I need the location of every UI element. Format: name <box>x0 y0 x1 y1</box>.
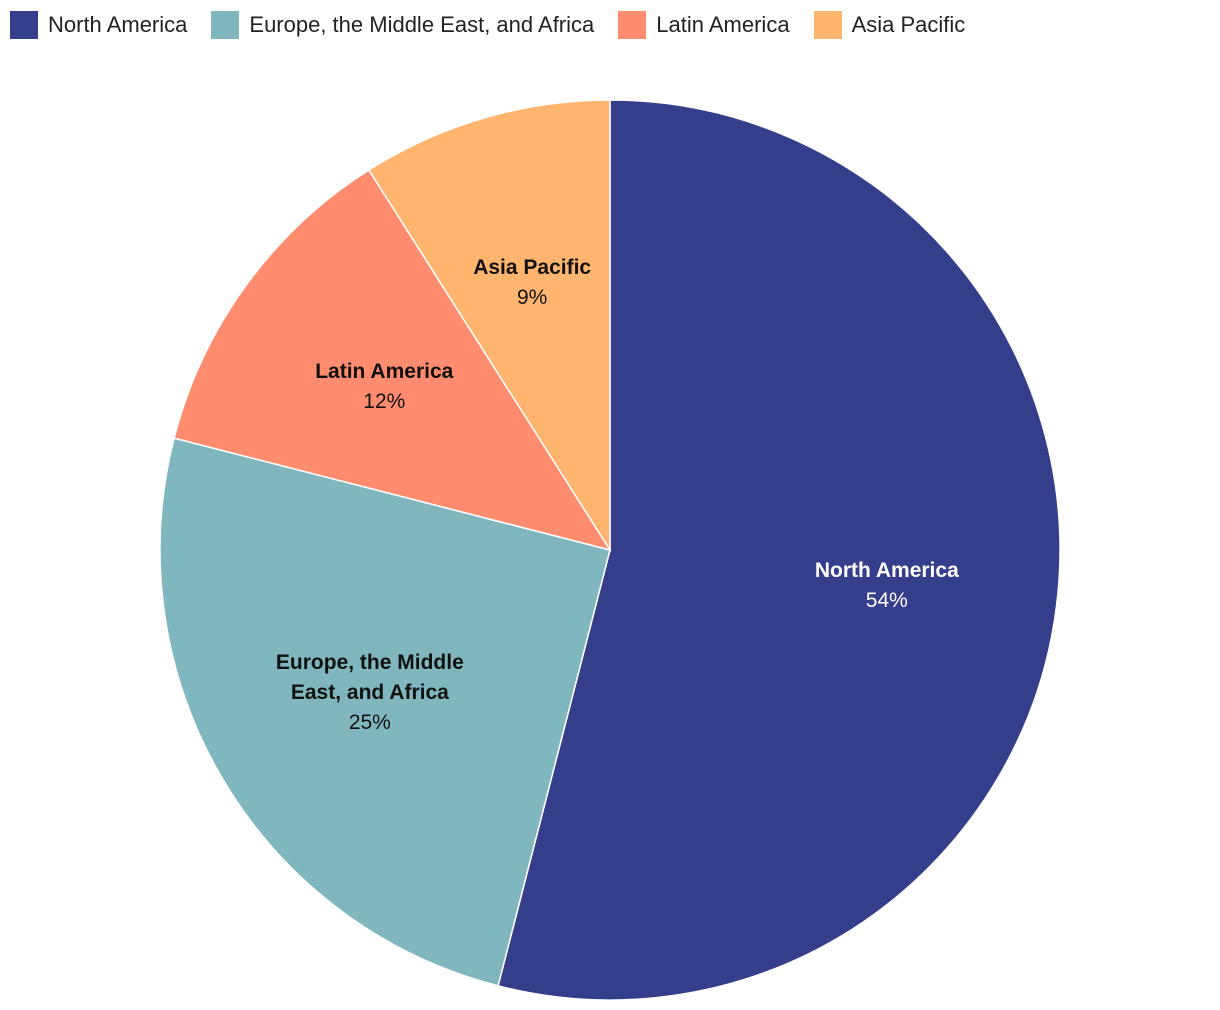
legend-item-latin-america[interactable]: Latin America <box>618 11 790 39</box>
slice-value: 54% <box>866 589 908 612</box>
slice-name: Asia Pacific <box>473 256 591 279</box>
legend-label: North America <box>48 12 188 37</box>
slice-name: Latin America <box>315 360 453 383</box>
pie-slice-asia-pacific[interactable] <box>367 99 611 553</box>
pie-labels: North America 54% Europe, the Middle East, … <box>276 256 959 734</box>
legend-item-north-america[interactable]: North America <box>10 11 187 39</box>
slice-value: 12% <box>363 390 405 413</box>
pie-slices <box>159 99 1061 1001</box>
slice-value: 25% <box>349 711 391 734</box>
slice-name: Europe, the Middle <box>276 651 464 674</box>
slice-value: 9% <box>517 286 547 309</box>
legend-item-emea[interactable]: Europe, the Middle East, and Africa <box>211 11 594 39</box>
slice-label-asia-pacific: Asia Pacific 9% <box>473 256 591 309</box>
slice-label-north-america: North America 54% <box>815 559 959 612</box>
slice-label-europe-the-middle-east-and-africa: Europe, the Middle East, and Africa 25% <box>276 651 464 734</box>
legend-label: Asia Pacific <box>851 12 966 37</box>
legend-swatch <box>618 11 647 39</box>
legend-label: Europe, the Middle East, and Africa <box>249 12 595 37</box>
pie-slice-europe-the-middle-east-and-africa[interactable] <box>159 437 611 987</box>
legend-swatch <box>813 11 842 39</box>
legend-swatch <box>10 11 38 39</box>
pie-slice-north-america[interactable] <box>497 99 1061 1001</box>
slice-name: East, and Africa <box>291 681 449 704</box>
legend-swatch <box>211 11 240 39</box>
pie-slice-latin-america[interactable] <box>173 169 612 552</box>
slice-name: North America <box>815 559 959 582</box>
legend-item-asia-pacific[interactable]: Asia Pacific <box>813 11 966 39</box>
legend-label: Latin America <box>656 12 790 37</box>
legend: North America Europe, the Middle East, a… <box>10 10 989 40</box>
slice-label-latin-america: Latin America 12% <box>315 360 453 413</box>
